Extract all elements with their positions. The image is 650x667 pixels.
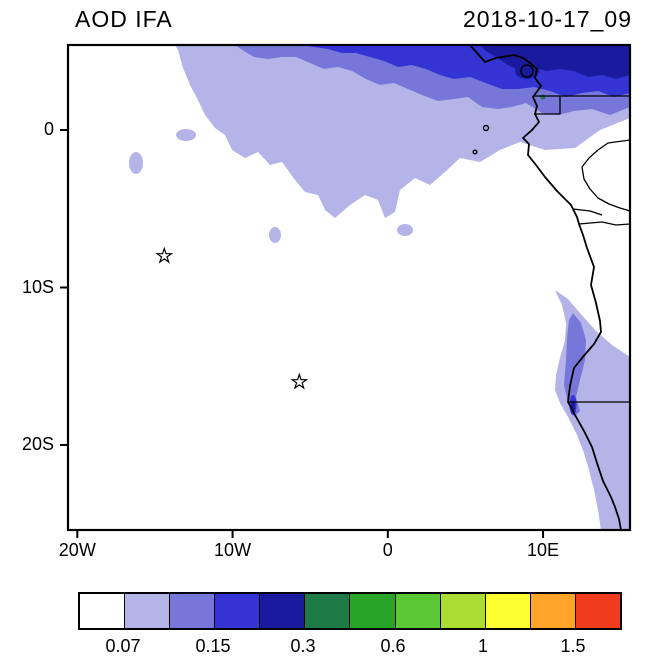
colorbar-tick-label: 0.3 (290, 636, 316, 656)
colorbar-tick-label: 0.6 (380, 636, 406, 656)
colorbar-tick-label: 1.5 (560, 636, 586, 656)
aod-patch (176, 129, 196, 141)
country-border (578, 221, 631, 226)
aod-patch (269, 227, 281, 243)
aod-region-navy-island (515, 63, 539, 79)
colorbar (78, 592, 622, 630)
colorbar-tick-label: 1 (477, 636, 489, 656)
aod-patch (397, 224, 413, 236)
star-marker (290, 372, 309, 390)
colorbar-cell (170, 594, 216, 628)
colorbar-cell (485, 594, 531, 628)
x-axis-tick-label: 0 (382, 540, 393, 560)
aod-region-light-coastal (555, 290, 630, 530)
geography (469, 44, 631, 531)
aod-patch (129, 152, 143, 174)
aod-spot-green (540, 94, 546, 100)
x-axis-tick-label: 10W (214, 540, 252, 560)
colorbar-cell (305, 594, 351, 628)
colorbar-cell (125, 594, 171, 628)
colorbar-cell (395, 594, 441, 628)
africa-coastline (469, 44, 622, 531)
colorbar-tick-label: 0.15 (195, 636, 231, 656)
x-axis-tick-label: 10E (527, 540, 560, 560)
plot-title: AOD IFA (75, 6, 173, 32)
colorbar-cell (530, 594, 576, 628)
colorbar-labels: 0.07 0.15 0.3 0.6 1 1.5 (78, 636, 618, 660)
small-island-outline (472, 149, 478, 155)
station-markers (155, 246, 309, 390)
colorbar-cell (575, 594, 620, 628)
y-axis-tick-label: 20S (21, 433, 54, 454)
plot-timestamp: 2018-10-17_09 (462, 6, 632, 32)
bioko-island-outline (520, 64, 534, 78)
star-marker (155, 246, 174, 264)
aod-region-navy-north (480, 45, 630, 79)
country-border (581, 139, 631, 212)
map-panel (56, 37, 638, 547)
aod-shading-contours (129, 45, 630, 530)
colorbar-tick-label: 0.07 (105, 636, 141, 656)
axis-ticks (60, 129, 545, 538)
small-island-outline (482, 124, 490, 132)
country-border (572, 208, 603, 216)
colorbar-cell (80, 594, 126, 628)
colorbar-cell (440, 594, 486, 628)
colorbar-cell (260, 594, 306, 628)
y-axis-tick-label: 0 (43, 119, 54, 140)
x-axis-tick-label: 20W (58, 540, 96, 560)
y-axis-tick-label: 10S (21, 276, 54, 297)
map-canvas (60, 43, 632, 538)
country-border (534, 96, 561, 115)
colorbar-cell (350, 594, 396, 628)
colorbar-cell (215, 594, 261, 628)
